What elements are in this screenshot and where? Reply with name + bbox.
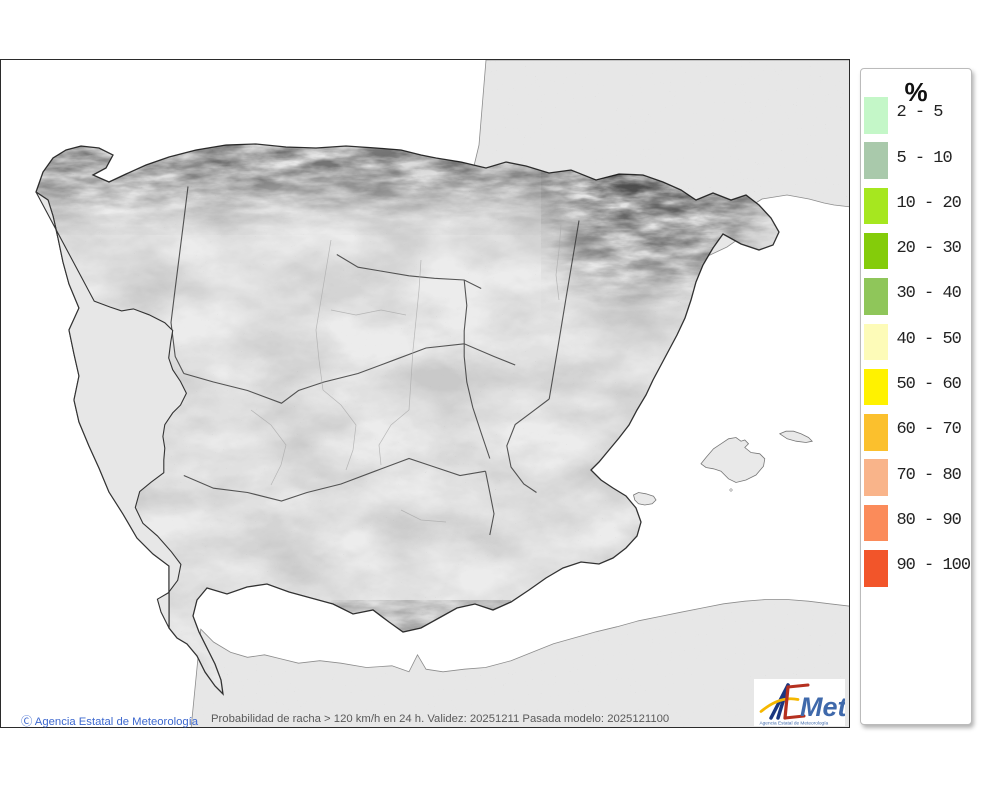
svg-text:Agencia Estatal de Meteorologí: Agencia Estatal de Meteorología	[760, 721, 829, 727]
svg-text:Met: Met	[800, 692, 845, 722]
